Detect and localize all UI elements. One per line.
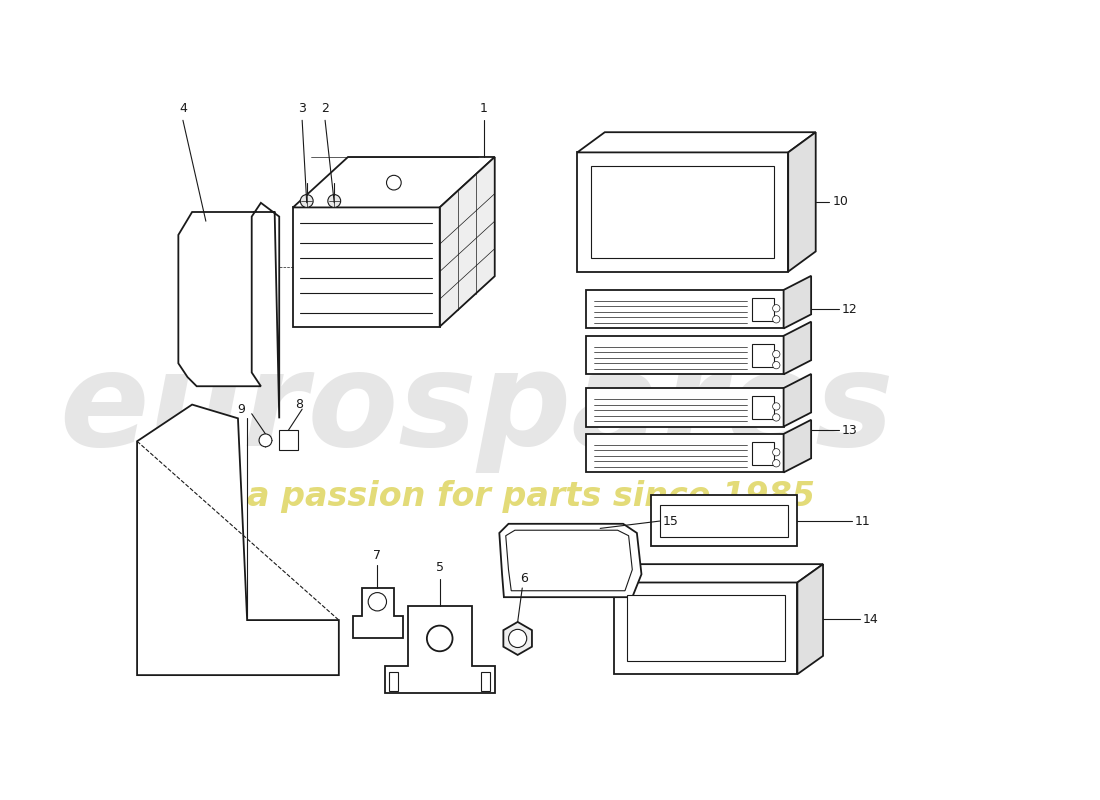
Polygon shape [789,132,816,272]
Circle shape [328,194,341,207]
Text: 1: 1 [480,102,487,114]
Bar [751,298,774,321]
Circle shape [258,434,272,446]
Polygon shape [504,622,532,655]
Polygon shape [627,595,784,662]
Text: 14: 14 [862,613,878,626]
Polygon shape [614,582,798,674]
Polygon shape [783,276,811,329]
Polygon shape [586,434,783,473]
Bar [389,672,398,690]
Polygon shape [586,336,783,374]
Bar [481,672,491,690]
Circle shape [368,593,386,611]
Polygon shape [578,152,789,272]
Circle shape [772,305,780,312]
Polygon shape [586,388,783,426]
Text: 6: 6 [520,572,528,586]
Circle shape [772,449,780,456]
Polygon shape [798,564,823,674]
Bar [751,442,774,465]
Polygon shape [440,157,495,326]
Bar [751,396,774,419]
Polygon shape [138,405,339,675]
Bar [279,430,298,450]
Circle shape [772,316,780,323]
Circle shape [508,630,527,647]
Circle shape [772,362,780,369]
Text: a passion for parts since 1985: a passion for parts since 1985 [248,480,815,513]
Text: 11: 11 [855,514,871,527]
Polygon shape [614,564,823,582]
Text: 9: 9 [236,402,244,416]
Polygon shape [586,290,783,329]
Text: 7: 7 [373,550,382,562]
Circle shape [386,175,402,190]
Circle shape [772,414,780,421]
Text: 12: 12 [842,302,857,316]
Polygon shape [783,420,811,473]
Text: 4: 4 [179,102,187,114]
Text: 5: 5 [436,562,443,574]
Polygon shape [783,322,811,374]
Text: 10: 10 [833,195,848,209]
Polygon shape [591,166,774,258]
Polygon shape [506,530,632,590]
Text: 3: 3 [298,102,306,114]
Text: 2: 2 [321,102,329,114]
Text: 15: 15 [662,514,679,527]
Polygon shape [385,606,495,694]
Circle shape [427,626,452,651]
Polygon shape [578,132,816,152]
Bar [751,344,774,367]
Polygon shape [293,207,440,326]
Polygon shape [293,157,495,207]
Polygon shape [178,203,279,418]
Polygon shape [650,495,798,546]
Circle shape [300,194,313,207]
Circle shape [772,402,780,410]
Polygon shape [499,524,641,597]
Polygon shape [783,374,811,426]
Polygon shape [353,588,403,638]
Text: eurospares: eurospares [59,346,894,473]
Circle shape [772,350,780,358]
Text: 13: 13 [842,424,857,437]
Text: 8: 8 [296,398,304,411]
Circle shape [772,460,780,467]
Polygon shape [660,505,789,537]
